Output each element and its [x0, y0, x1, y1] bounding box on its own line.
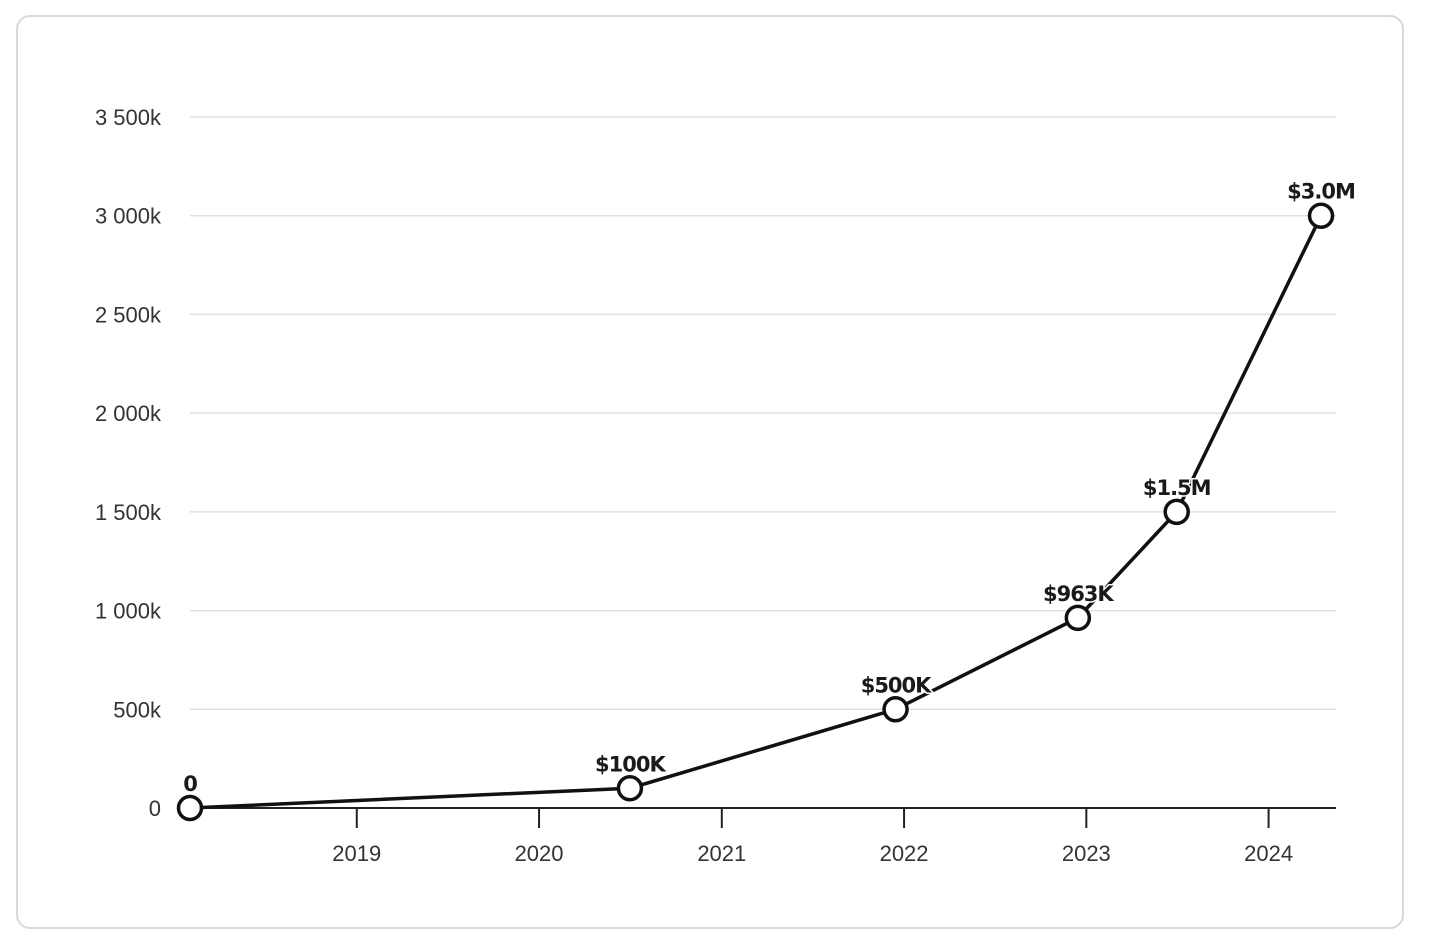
x-axis: 2019 2020 2021 2022 2023 2024	[190, 807, 1336, 866]
y-axis-tick-labels: 0 500k 1 000k 1 500k 2 000k 2 500k 3 000k 3 500…	[95, 105, 162, 821]
y-tick-label: 0	[149, 796, 161, 821]
y-tick-label: 3 500k	[95, 105, 162, 130]
x-tick-label: 2019	[332, 841, 381, 866]
y-tick-label: 1 500k	[95, 500, 162, 525]
data-point	[1163, 498, 1190, 526]
y-tick-label: 2 500k	[95, 302, 162, 327]
x-tick-label: 2024	[1244, 841, 1293, 866]
data-label: $1.5M	[1143, 476, 1211, 500]
x-tick-label: 2021	[697, 841, 746, 866]
data-labels: 0 $100K $500K $963K $1.5M $3.0M	[182, 178, 1358, 797]
y-tick-label: 2 000k	[95, 401, 162, 426]
series-line	[189, 214, 1323, 810]
y-tick-label: 500k	[113, 697, 162, 722]
chart-card	[16, 15, 1404, 929]
data-point	[1307, 202, 1335, 229]
data-label: 0	[183, 772, 197, 796]
data-point	[176, 794, 204, 822]
y-tick-label: 3 000k	[95, 204, 162, 229]
x-tick-label: 2022	[880, 841, 929, 866]
x-tick-label: 2020	[515, 841, 564, 866]
x-tick-label: 2023	[1062, 841, 1111, 866]
data-label: $963K	[1043, 582, 1114, 606]
series	[176, 202, 1335, 822]
data-point	[616, 775, 644, 802]
data-label: $3.0M	[1287, 180, 1355, 204]
y-tick-label: 1 000k	[95, 599, 162, 624]
data-point	[882, 696, 909, 723]
data-label: $500K	[861, 673, 932, 697]
data-point	[1064, 604, 1092, 632]
gridlines	[190, 116, 1336, 711]
data-label: $100K	[595, 752, 666, 776]
